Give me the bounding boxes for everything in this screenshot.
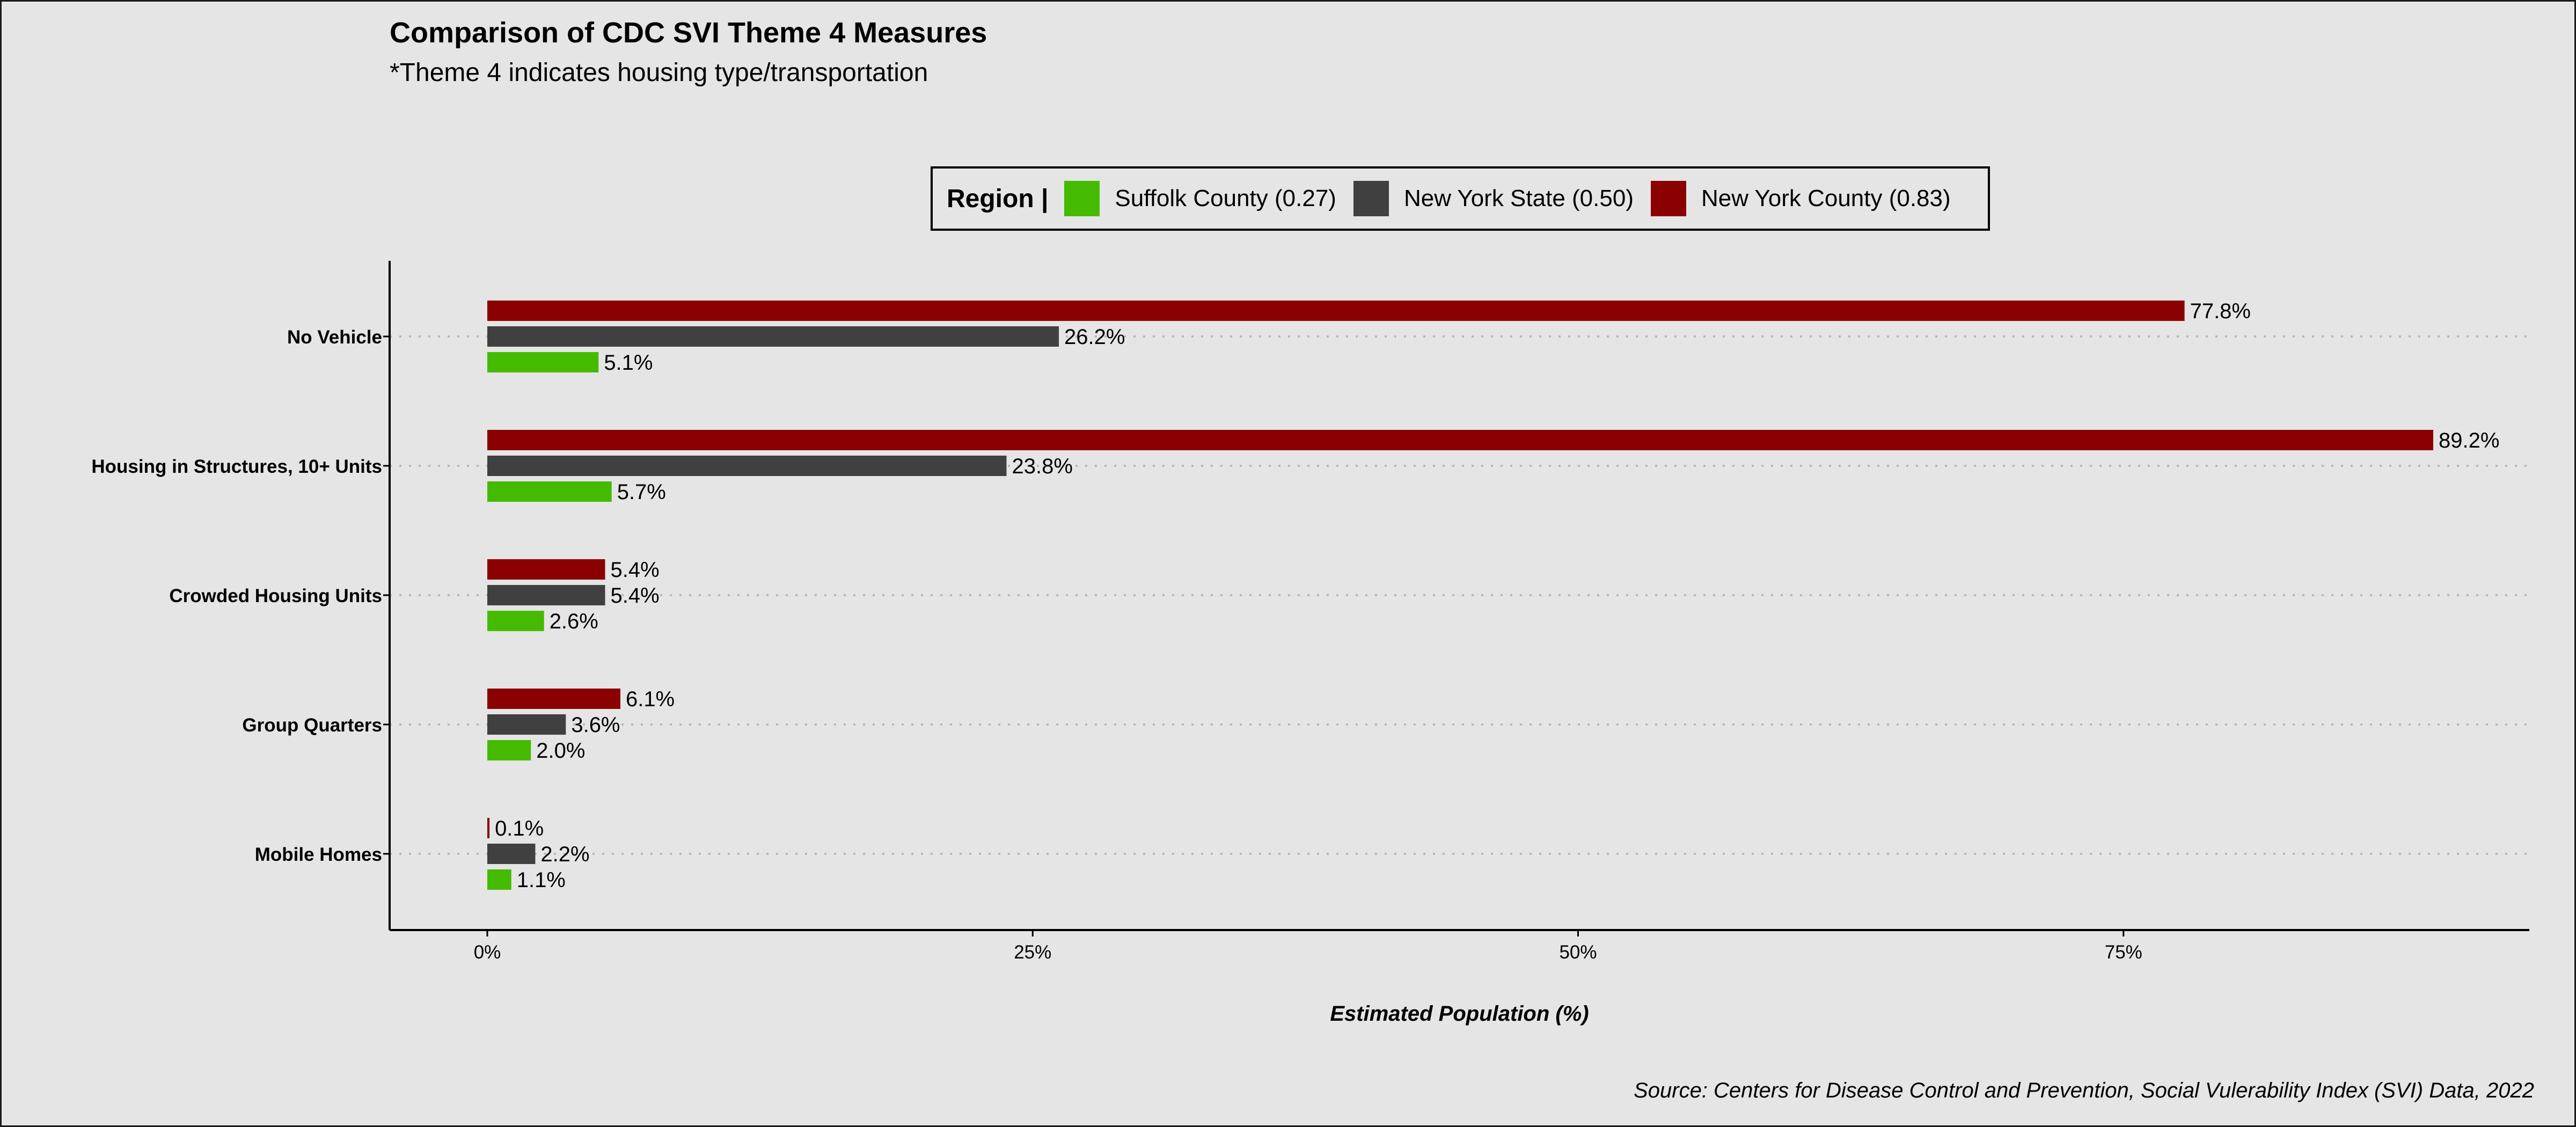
- bar: [487, 481, 612, 502]
- x-tick-label: 50%: [1559, 942, 1597, 963]
- data-label: 3.6%: [571, 713, 620, 737]
- data-label: 26.2%: [1064, 325, 1125, 349]
- chart-title: Comparison of CDC SVI Theme 4 Measures: [390, 17, 987, 49]
- legend-item: New York State (0.50): [1353, 181, 1634, 216]
- bar: [487, 611, 544, 631]
- data-label: 0.1%: [495, 817, 544, 840]
- legend-label: New York State (0.50): [1403, 185, 1634, 211]
- bar: [487, 456, 1007, 476]
- legend-swatch: [1353, 181, 1389, 216]
- bar: [487, 430, 2433, 450]
- y-tick-label: Mobile Homes: [255, 844, 382, 865]
- bar: [487, 740, 531, 760]
- source-caption: Source: Centers for Disease Control and …: [1634, 1079, 2534, 1102]
- y-tick-label: Crowded Housing Units: [169, 586, 382, 606]
- x-tick-label: 25%: [1014, 942, 1051, 963]
- bar: [487, 559, 605, 580]
- legend-label: Suffolk County (0.27): [1115, 185, 1336, 211]
- data-label: 5.4%: [611, 558, 660, 582]
- data-label: 23.8%: [1012, 455, 1072, 478]
- data-label: 2.6%: [550, 610, 598, 633]
- y-tick-label: Housing in Structures, 10+ Units: [91, 456, 382, 477]
- data-label: 5.4%: [611, 584, 660, 608]
- legend-item: New York County (0.83): [1650, 181, 1951, 216]
- bar: [487, 844, 536, 864]
- x-tick-label: 0%: [474, 942, 501, 963]
- data-label: 1.1%: [517, 868, 566, 892]
- bar: [487, 869, 511, 890]
- data-label: 6.1%: [626, 687, 675, 711]
- legend-swatch: [1650, 181, 1686, 216]
- data-label: 5.1%: [604, 351, 653, 375]
- legend-swatch: [1064, 181, 1100, 216]
- bar: [487, 326, 1059, 347]
- bar: [487, 301, 2185, 321]
- data-label: 77.8%: [2190, 299, 2251, 323]
- chart-subtitle: *Theme 4 indicates housing type/transpor…: [390, 58, 928, 87]
- bar: [487, 714, 566, 735]
- bar: [487, 585, 605, 605]
- legend-item: Suffolk County (0.27): [1064, 181, 1336, 216]
- data-label: 2.2%: [540, 843, 589, 866]
- data-label: 89.2%: [2439, 429, 2499, 452]
- bar: [487, 352, 599, 372]
- data-label: 5.7%: [617, 480, 666, 504]
- data-label: 2.0%: [536, 739, 585, 763]
- bar: [487, 818, 490, 838]
- legend: Region | Suffolk County (0.27) New York S…: [931, 166, 1990, 231]
- legend-title: Region |: [947, 184, 1049, 213]
- bar: [487, 689, 620, 709]
- legend-label: New York County (0.83): [1701, 185, 1951, 211]
- y-tick-label: No Vehicle: [287, 327, 382, 348]
- y-tick-label: Group Quarters: [242, 715, 382, 736]
- x-tick-label: 75%: [2105, 942, 2142, 963]
- x-axis-title: Estimated Population (%): [1330, 1002, 1589, 1026]
